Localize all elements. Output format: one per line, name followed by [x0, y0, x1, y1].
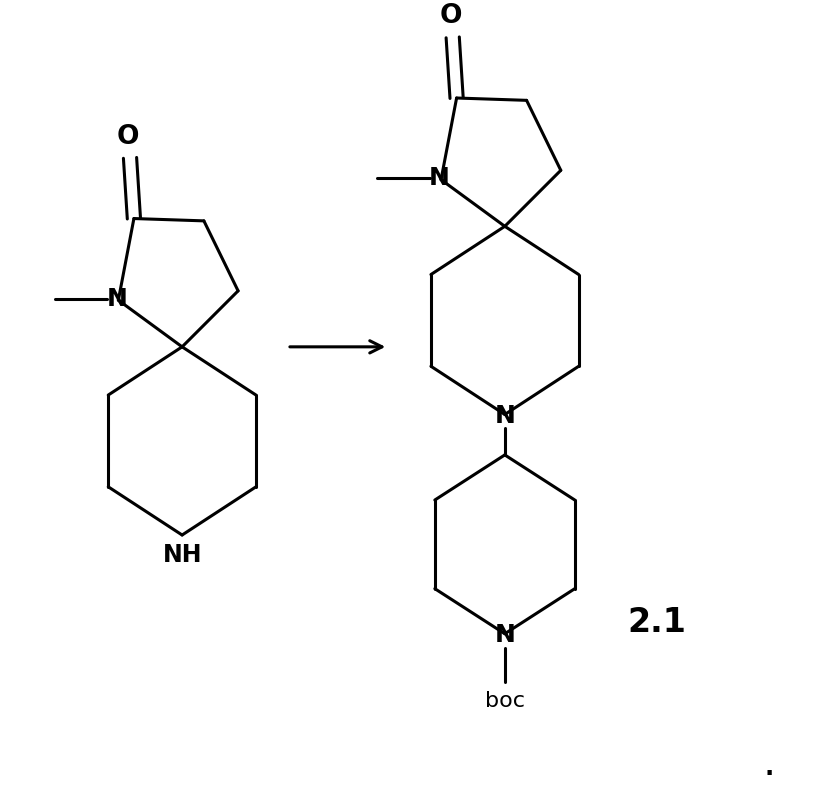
Text: boc: boc [485, 691, 525, 711]
Text: N: N [495, 623, 515, 647]
Text: O: O [116, 124, 139, 150]
Text: NH: NH [163, 543, 202, 567]
Text: N: N [495, 404, 515, 428]
Text: .: . [763, 742, 776, 784]
Text: N: N [429, 166, 450, 190]
Text: N: N [106, 286, 128, 310]
Text: O: O [439, 3, 462, 30]
Text: 2.1: 2.1 [627, 606, 686, 639]
